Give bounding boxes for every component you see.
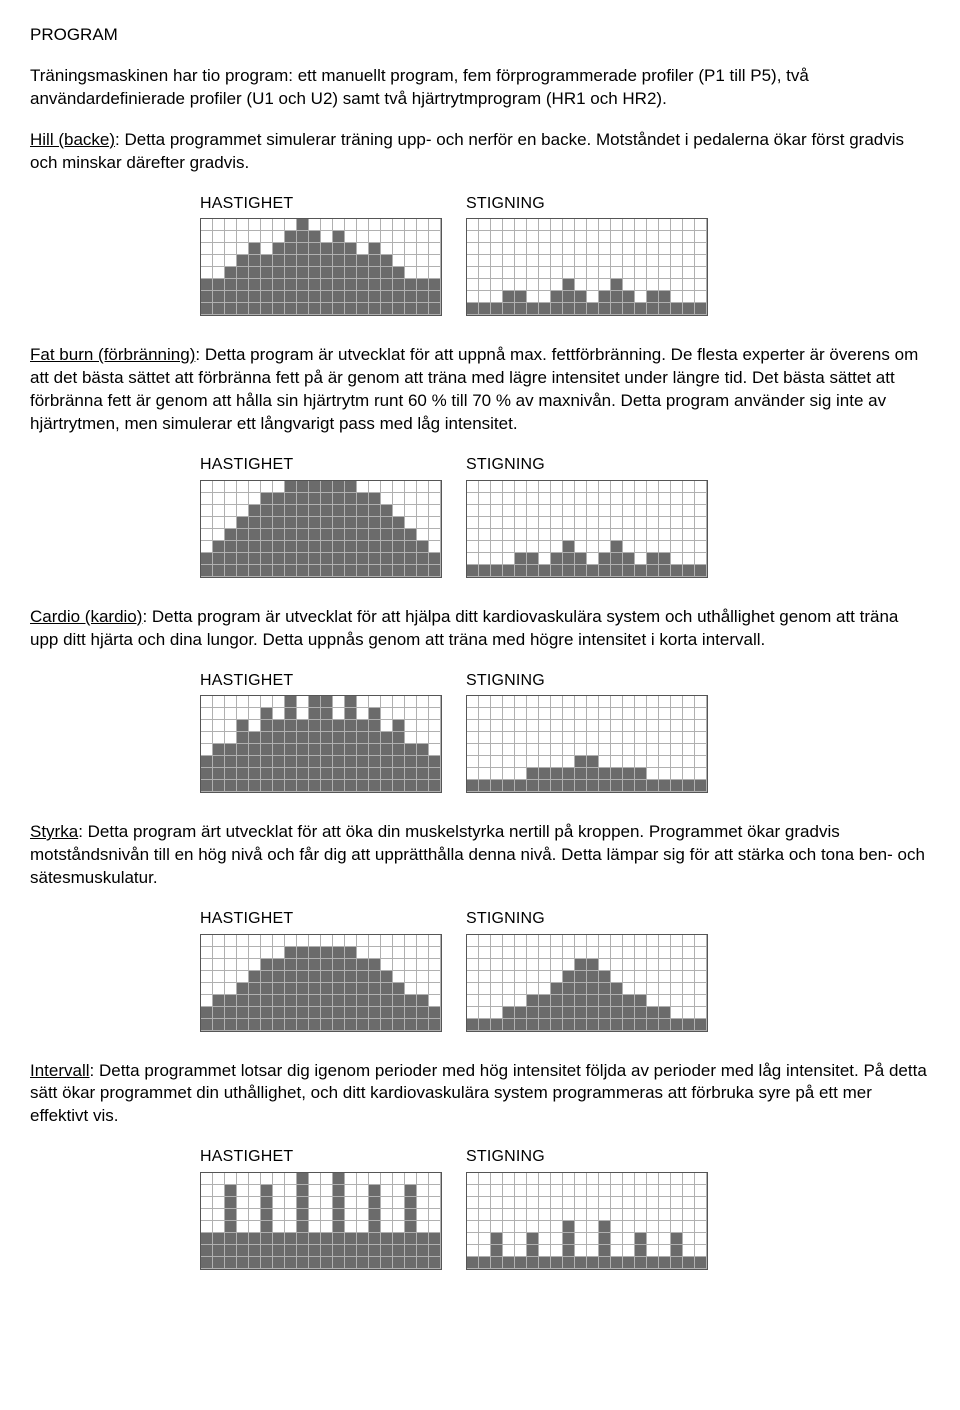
chart-block-incline: STIGNING bbox=[466, 670, 708, 794]
chart-pair: HASTIGHET STIGNING bbox=[30, 908, 930, 1032]
program-name: Cardio (kardio) bbox=[30, 607, 142, 626]
program-description: : Detta program ärt utvecklat för att ök… bbox=[30, 822, 925, 887]
grid-chart-speed bbox=[200, 1172, 442, 1270]
grid-chart-incline bbox=[466, 695, 708, 793]
chart-pair: HASTIGHET STIGNING bbox=[30, 670, 930, 794]
chart-label-incline: STIGNING bbox=[466, 670, 545, 692]
chart-label-speed: HASTIGHET bbox=[200, 1146, 293, 1168]
chart-pair: HASTIGHET STIGNING bbox=[30, 193, 930, 317]
grid-chart-speed bbox=[200, 480, 442, 578]
chart-label-speed: HASTIGHET bbox=[200, 670, 293, 692]
chart-block-incline: STIGNING bbox=[466, 1146, 708, 1270]
chart-pair: HASTIGHET STIGNING bbox=[30, 1146, 930, 1270]
grid-chart-incline bbox=[466, 1172, 708, 1270]
chart-pair: HASTIGHET STIGNING bbox=[30, 454, 930, 578]
chart-block-speed: HASTIGHET bbox=[200, 908, 442, 1032]
grid-chart-speed bbox=[200, 695, 442, 793]
chart-label-incline: STIGNING bbox=[466, 454, 545, 476]
chart-block-speed: HASTIGHET bbox=[200, 1146, 442, 1270]
program-description: : Detta programmet simulerar träning upp… bbox=[30, 130, 904, 172]
grid-chart-incline bbox=[466, 934, 708, 1032]
program-paragraph: Fat burn (förbränning): Detta program är… bbox=[30, 344, 930, 436]
chart-label-incline: STIGNING bbox=[466, 193, 545, 215]
program-description: : Detta programmet lotsar dig igenom per… bbox=[30, 1061, 927, 1126]
chart-block-speed: HASTIGHET bbox=[200, 193, 442, 317]
chart-block-incline: STIGNING bbox=[466, 454, 708, 578]
program-name: Styrka bbox=[30, 822, 78, 841]
grid-chart-incline bbox=[466, 480, 708, 578]
grid-chart-speed bbox=[200, 934, 442, 1032]
program-paragraph: Styrka: Detta program ärt utvecklat för … bbox=[30, 821, 930, 890]
program-description: : Detta program är utvecklat för att hjä… bbox=[30, 607, 898, 649]
chart-label-incline: STIGNING bbox=[466, 908, 545, 930]
grid-chart-incline bbox=[466, 218, 708, 316]
program-name: Hill (backe) bbox=[30, 130, 115, 149]
program-name: Fat burn (förbränning) bbox=[30, 345, 195, 364]
chart-label-speed: HASTIGHET bbox=[200, 454, 293, 476]
chart-label-speed: HASTIGHET bbox=[200, 908, 293, 930]
chart-block-incline: STIGNING bbox=[466, 908, 708, 1032]
page-title: PROGRAM bbox=[30, 24, 930, 47]
chart-label-speed: HASTIGHET bbox=[200, 193, 293, 215]
program-name: Intervall bbox=[30, 1061, 90, 1080]
chart-label-incline: STIGNING bbox=[466, 1146, 545, 1168]
program-paragraph: Intervall: Detta programmet lotsar dig i… bbox=[30, 1060, 930, 1129]
program-paragraph: Cardio (kardio): Detta program är utveck… bbox=[30, 606, 930, 652]
intro-paragraph: Träningsmaskinen har tio program: ett ma… bbox=[30, 65, 930, 111]
chart-block-incline: STIGNING bbox=[466, 193, 708, 317]
chart-block-speed: HASTIGHET bbox=[200, 670, 442, 794]
program-paragraph: Hill (backe): Detta programmet simulerar… bbox=[30, 129, 930, 175]
chart-block-speed: HASTIGHET bbox=[200, 454, 442, 578]
grid-chart-speed bbox=[200, 218, 442, 316]
